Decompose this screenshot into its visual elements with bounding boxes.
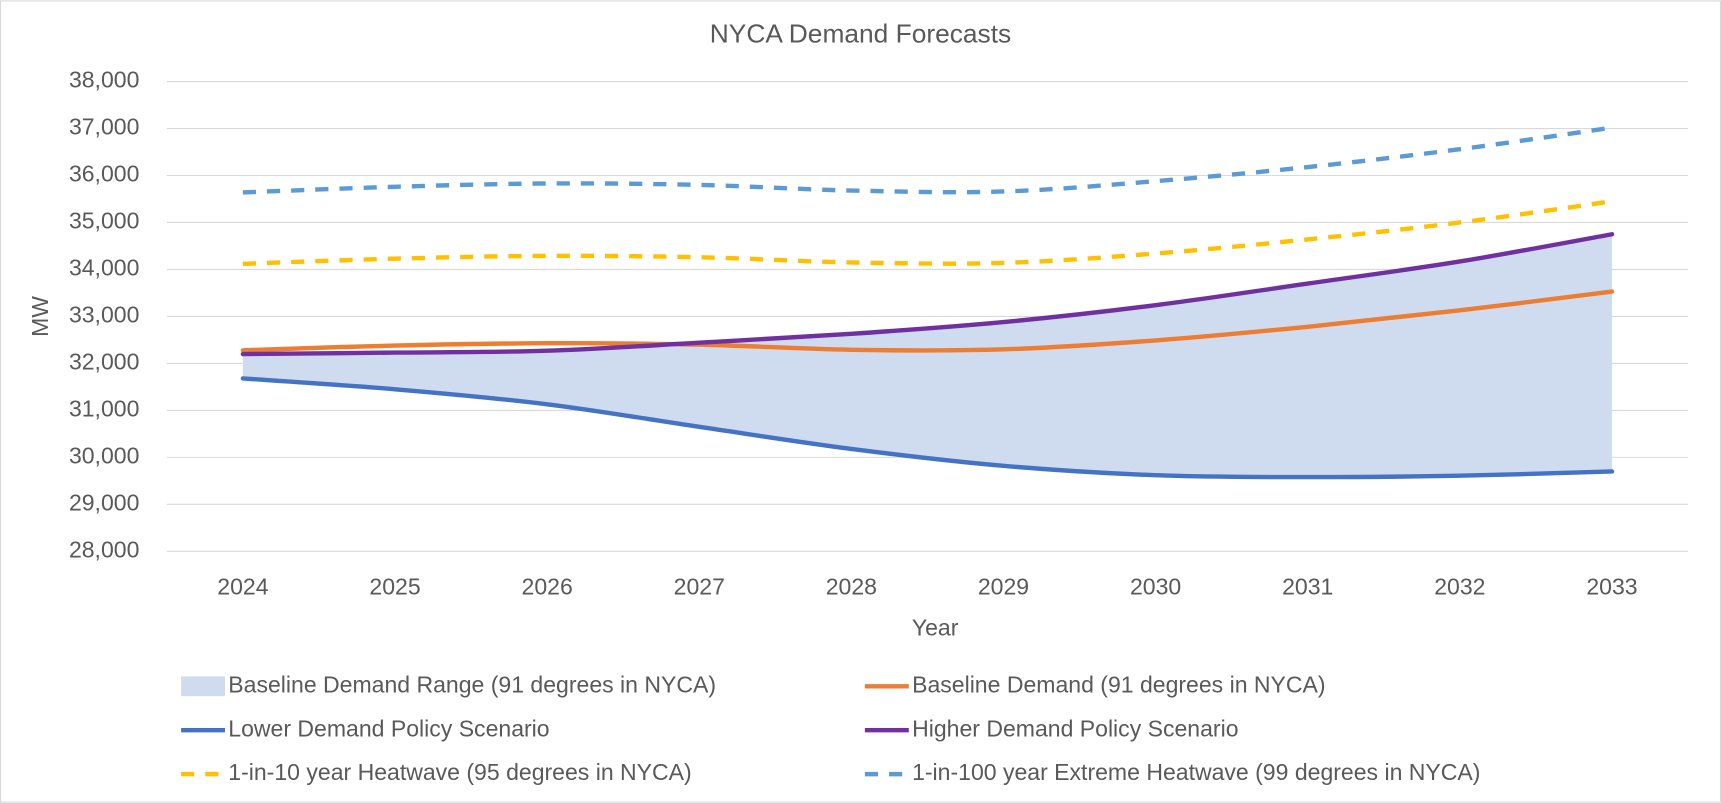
y-tick-label: 32,000 (69, 349, 139, 375)
legend-label: 1-in-100 year Extreme Heatwave (99 degre… (912, 759, 1480, 785)
legend-label: 1-in-10 year Heatwave (95 degrees in NYC… (228, 759, 691, 785)
y-tick-label: 38,000 (69, 67, 139, 93)
legend-label: Higher Demand Policy Scenario (912, 715, 1238, 741)
x-tick-label: 2031 (1282, 574, 1333, 600)
y-tick-label: 36,000 (69, 161, 139, 187)
x-tick-label: 2027 (674, 574, 725, 600)
x-tick-label: 2033 (1586, 574, 1637, 600)
x-tick-label: 2028 (826, 574, 877, 600)
x-axis-label: Year (912, 614, 959, 640)
y-tick-label: 29,000 (69, 489, 139, 515)
y-tick-label: 30,000 (69, 442, 139, 468)
y-tick-label: 35,000 (69, 208, 139, 234)
legend-label: Baseline Demand Range (91 degrees in NYC… (228, 671, 716, 697)
legend-label: Baseline Demand (91 degrees in NYCA) (912, 671, 1326, 697)
y-axis-label: MW (27, 296, 53, 337)
series-line (240, 289, 1615, 353)
x-tick-label: 2025 (369, 574, 420, 600)
x-tick-label: 2032 (1434, 574, 1485, 600)
legend-label: Lower Demand Policy Scenario (228, 715, 549, 741)
y-tick-label: 34,000 (69, 255, 139, 281)
x-tick-label: 2024 (217, 574, 268, 600)
legend-swatch (181, 676, 226, 697)
range-area (242, 234, 1613, 478)
x-tick-label: 2029 (978, 574, 1029, 600)
chart-title: NYCA Demand Forecasts (710, 18, 1011, 48)
x-tick-label: 2026 (522, 574, 573, 600)
x-tick-label: 2030 (1130, 574, 1181, 600)
series-line (242, 125, 1613, 195)
series-line (240, 232, 1615, 357)
y-tick-label: 33,000 (69, 302, 139, 328)
series-line (242, 199, 1613, 267)
y-tick-label: 28,000 (69, 536, 139, 562)
series-line (240, 376, 1615, 480)
y-tick-label: 37,000 (69, 114, 139, 140)
y-tick-label: 31,000 (69, 395, 139, 421)
